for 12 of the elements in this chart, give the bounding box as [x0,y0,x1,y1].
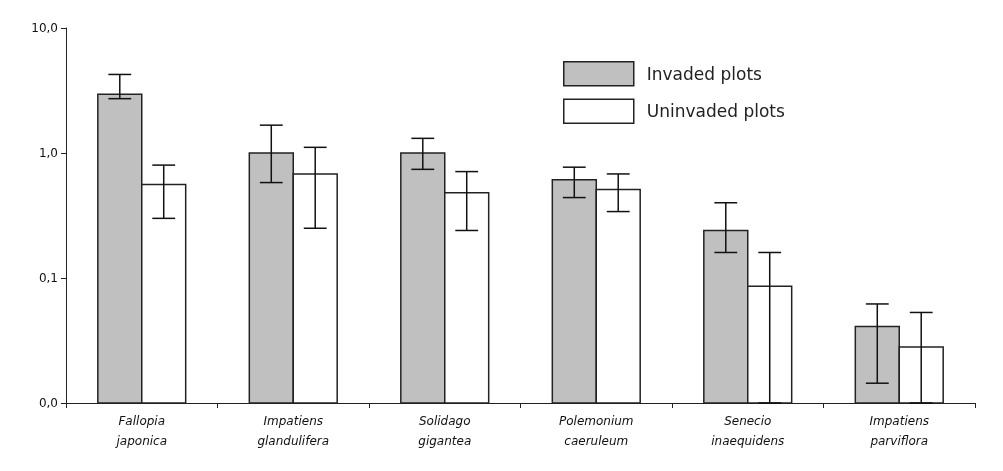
legend-label: Invaded plots [646,63,763,84]
y-tick-label: 0,0 [38,396,58,410]
x-tick-label: Senecio inaequidens [711,414,785,448]
y-tick-label: 10,0 [31,21,58,35]
y-tick-label: 1,0 [38,146,58,160]
x-tick-label: Solidago gigantea [418,414,472,448]
x-tick-label: Impatiens parviflora [869,414,929,448]
y-tick-label: 0,1 [38,271,58,285]
x-tick-label: Polemonium caeruleum [558,414,634,448]
x-tick-label: Impatiens glandulifera [257,414,330,448]
x-tick-label: Fallopia japonica [114,414,168,448]
legend-label: Uninvaded plots [646,101,785,122]
